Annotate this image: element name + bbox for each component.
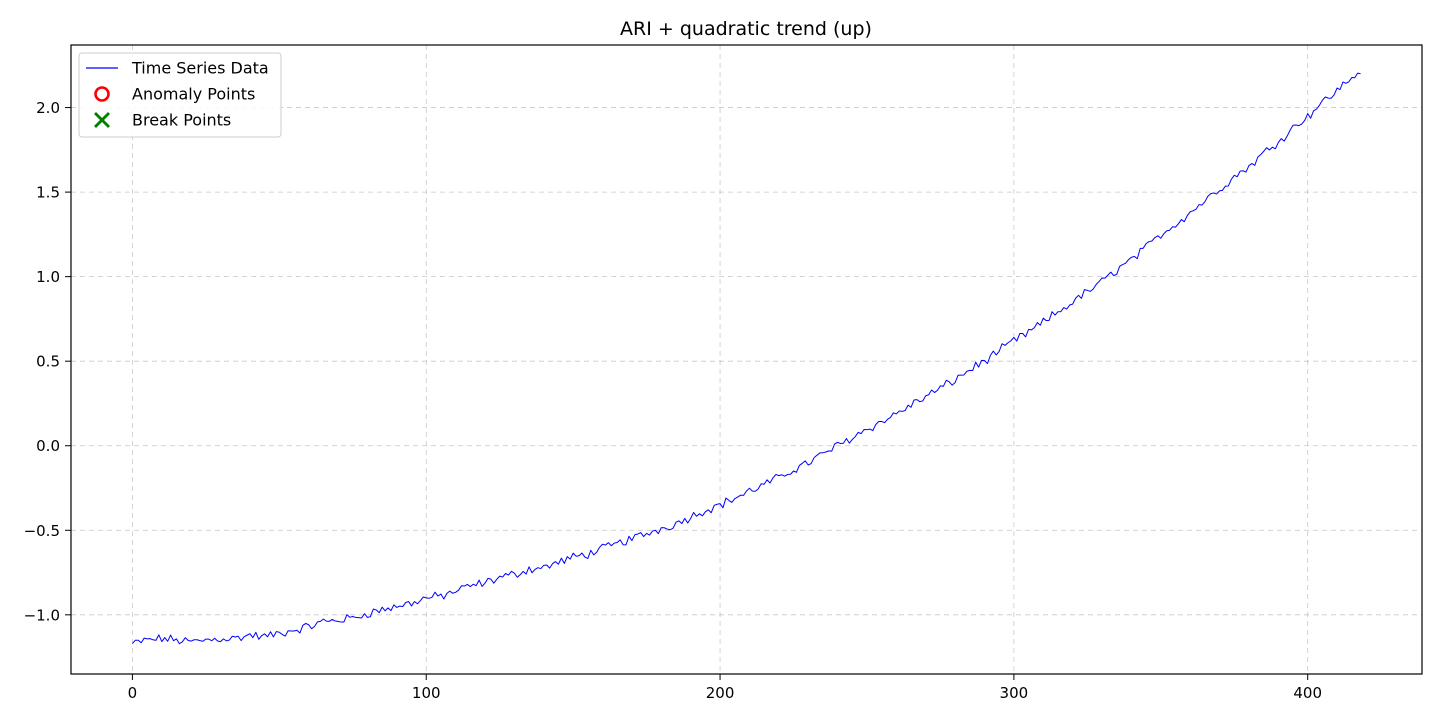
y-tick-label: 1.5: [36, 184, 60, 202]
plot-frame: [70, 44, 1423, 675]
y-tick-label: 1.0: [36, 268, 60, 286]
legend: Time Series Data Anomaly Points Break Poin…: [78, 52, 282, 138]
y-tick-label: −0.5: [24, 522, 60, 540]
legend-circle-icon: [94, 86, 110, 102]
x-tick-label: 200: [706, 684, 735, 702]
y-tick-label: 0.5: [36, 353, 60, 371]
y-tick-label: 2.0: [36, 99, 60, 117]
series-layer: [132, 72, 1361, 645]
grid-lines: [71, 45, 1422, 674]
x-tick-label: 400: [1293, 684, 1322, 702]
series-line: [132, 72, 1361, 645]
legend-box: [78, 52, 282, 138]
x-tick-label: 100: [412, 684, 441, 702]
x-tick-label: 300: [1000, 684, 1029, 702]
axes: 0 100 200 300 400 −1.0 −0.5 0.0 0.5 1.0 1.5 2.0: [24, 99, 1322, 702]
x-tick-label: 0: [128, 684, 138, 702]
legend-label: Time Series Data: [131, 59, 269, 78]
legend-label: Anomaly Points: [132, 85, 255, 104]
y-tick-label: −1.0: [24, 606, 60, 624]
chart-title: ARI + quadratic trend (up): [620, 18, 872, 40]
legend-label: Break Points: [132, 111, 231, 130]
y-tick-label: 0.0: [36, 437, 60, 455]
legend-x-icon: [94, 112, 110, 128]
